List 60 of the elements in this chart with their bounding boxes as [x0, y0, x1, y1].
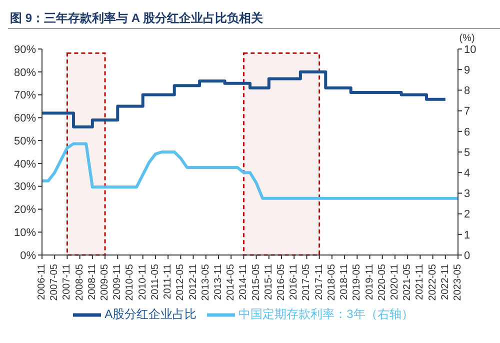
x-tick-label: 2008-05	[74, 264, 86, 301]
x-tick-label: 2016-05	[276, 264, 288, 301]
y2-tick-label: 8	[464, 85, 470, 98]
y2-tick-label: 0	[464, 250, 470, 262]
x-tick-label: 2021-05	[402, 264, 414, 301]
x-tick-label: 2010-05	[124, 264, 136, 301]
y-tick-label: 90%	[14, 44, 36, 56]
x-tick-label: 2023-05	[452, 264, 464, 301]
line-series	[42, 142, 458, 200]
x-tick-label: 2020-05	[376, 264, 388, 301]
y-tick-label: 80%	[14, 66, 36, 79]
x-tick-label: 2014-11	[238, 264, 250, 300]
x-tick-label: 2009-05	[100, 264, 111, 301]
x-tick-label: 2013-05	[200, 264, 212, 301]
x-tick-label: 2012-05	[175, 264, 186, 301]
x-tick-label: 2016-11	[288, 264, 300, 300]
x-tick-label: 2008-11	[86, 264, 98, 300]
x-tick-label: 2019-11	[364, 264, 376, 300]
y2-tick-label: 6	[464, 126, 470, 138]
y2-tick-label: 7	[464, 106, 470, 118]
y-tick-label: 0%	[20, 250, 36, 262]
x-tick-label: 2013-11	[212, 264, 224, 300]
y-tick-label: 50%	[14, 135, 36, 148]
y-tick-label: 70%	[14, 90, 36, 102]
y-tick-label: 20%	[14, 204, 36, 216]
y-tick-label: 60%	[14, 112, 36, 125]
y-tick-label: 30%	[14, 181, 36, 194]
x-tick-label: 2017-05	[301, 264, 312, 301]
x-tick-label: 2022-05	[427, 264, 438, 301]
y2-tick-label: 10	[464, 44, 476, 56]
y2-tick-label: 5	[464, 146, 470, 159]
x-tick-label: 2020-11	[389, 264, 400, 300]
x-tick-label: 2006-11	[36, 264, 48, 300]
x-tick-label: 2011-11	[162, 264, 174, 300]
x-tick-label: 2014-05	[226, 264, 237, 301]
y2-axis-title: (%)	[459, 33, 475, 44]
y-tick-label: 40%	[14, 158, 36, 170]
x-tick-label: 2009-11	[112, 264, 124, 300]
x-tick-label: 2012-11	[188, 264, 199, 300]
x-tick-label: 2015-11	[263, 264, 274, 300]
x-tick-label: 2018-05	[326, 264, 338, 301]
x-tick-label: 2011-05	[150, 264, 161, 300]
x-tick-label: 2015-05	[250, 264, 262, 301]
legend-label: 中国定期存款利率：3年（右轴）	[238, 307, 414, 322]
x-tick-label: 2017-11	[314, 264, 325, 300]
y2-tick-label: 4	[464, 168, 470, 180]
y-tick-label: 10%	[14, 227, 36, 240]
x-tick-label: 2018-11	[339, 264, 350, 300]
y2-tick-label: 3	[464, 188, 470, 200]
y2-tick-label: 9	[464, 64, 470, 77]
legend-label: A股分红企业占比	[104, 307, 197, 322]
x-tick-label: 2007-05	[49, 264, 60, 301]
x-tick-label: 2021-11	[414, 264, 426, 300]
y2-tick-label: 2	[464, 208, 470, 221]
x-tick-label: 2022-11	[440, 264, 451, 300]
x-tick-label: 2010-11	[137, 264, 148, 300]
x-tick-label: 2019-05	[352, 264, 363, 301]
y2-tick-label: 1	[464, 229, 470, 242]
x-tick-label: 2007-11	[62, 264, 73, 300]
chart-title: 图 9：三年存款利率与 A 股分红企业占比负相关	[8, 8, 500, 29]
